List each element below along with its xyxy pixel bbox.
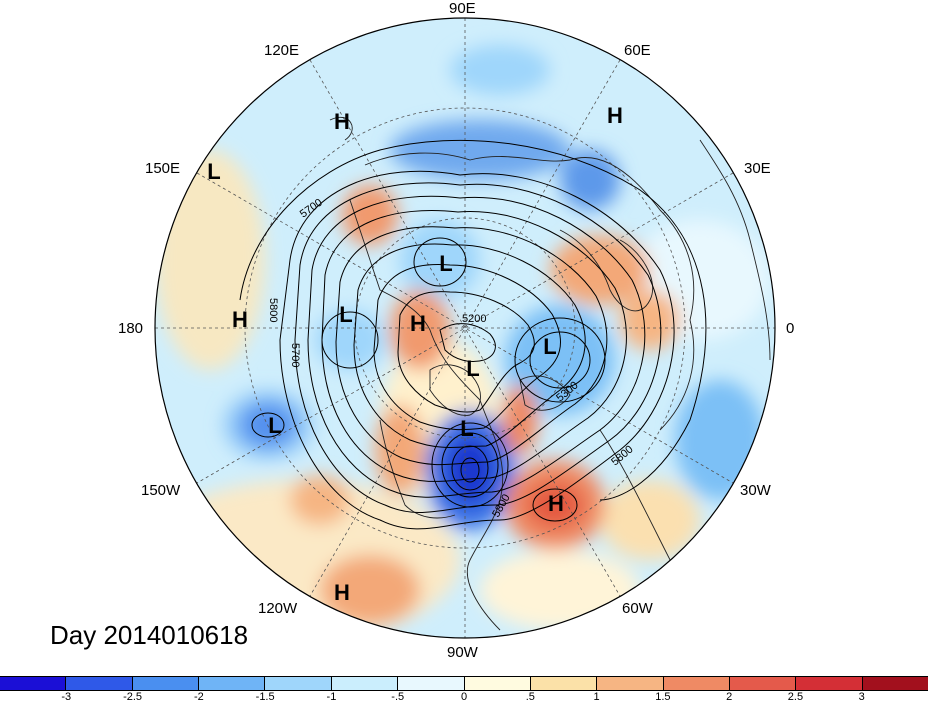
colorbar-swatch (663, 677, 730, 690)
contour-label: 5700 (289, 343, 301, 367)
colorbar-swatch (199, 677, 266, 690)
pressure-center: H (410, 311, 426, 336)
longitude-label: 0 (786, 320, 795, 337)
pressure-center: L (543, 334, 556, 359)
colorbar-tick-label: -.5 (391, 691, 405, 703)
longitude-label: 30E (744, 160, 771, 177)
colorbar-swatches (0, 676, 928, 691)
pressure-center: L (268, 413, 281, 438)
colorbar: -3 -2.5 -2 -1.5 -1 -.5 0 .5 1 1.5 2 2.5 3 (0, 676, 928, 703)
colorbar-swatch (0, 677, 67, 690)
pressure-center: H (607, 103, 623, 128)
colorbar-swatch (729, 677, 797, 690)
colorbar-swatch (796, 677, 863, 690)
longitude-label: 180 (118, 320, 144, 337)
colorbar-tick-label: -1.5 (255, 691, 275, 703)
colorbar-tick-label: 1 (593, 691, 600, 703)
colorbar-tick-label: 3 (858, 691, 865, 703)
colorbar-swatch (464, 677, 531, 690)
colorbar-tick-label: -2 (193, 691, 204, 703)
longitude-label: 30W (740, 482, 771, 499)
colorbar-tick-label: .5 (525, 691, 535, 703)
longitude-label: 120E (264, 42, 300, 59)
colorbar-swatch (597, 677, 664, 690)
colorbar-tick-label: 2.5 (787, 691, 804, 703)
longitude-label: 90E (449, 0, 476, 17)
coastlines (329, 117, 771, 638)
colorbar-swatch (398, 677, 465, 690)
colorbar-swatch (530, 677, 598, 690)
longitude-label: 150E (145, 160, 181, 177)
colorbar-swatch (132, 677, 200, 690)
longitude-label: 60E (624, 42, 651, 59)
colorbar-swatch (66, 677, 133, 690)
map-boundary (154, 17, 776, 639)
colorbar-tick-label: 1.5 (655, 691, 671, 703)
colorbar-tick-label: -3 (61, 691, 72, 703)
contour-label: 5200 (462, 313, 486, 325)
pressure-center: H (232, 307, 248, 332)
pressure-center: L (439, 251, 452, 276)
longitude-label: 150W (141, 482, 181, 499)
pressure-center: L (207, 159, 220, 184)
pressure-centers: H H L L L H L H L L L H H (207, 103, 623, 605)
pressure-center: L (339, 302, 352, 327)
longitude-label: 90W (447, 644, 478, 661)
colorbar-tick-label: -2.5 (123, 691, 143, 703)
colorbar-tick-label: 0 (460, 691, 468, 703)
graticule (155, 18, 775, 638)
pressure-center: L (466, 356, 479, 381)
colorbar-tick-label: 2 (726, 691, 733, 703)
pressure-center: H (334, 580, 350, 605)
contour-label: 5800 (267, 298, 279, 322)
pressure-center: H (334, 109, 350, 134)
map-title: Day 2014010618 (50, 620, 249, 650)
colorbar-swatch (331, 677, 399, 690)
longitude-label: 60W (622, 600, 653, 617)
height-contours (239, 139, 707, 530)
pressure-center: H (548, 491, 564, 516)
longitude-label: 120W (258, 600, 298, 617)
colorbar-swatch (265, 677, 332, 690)
pressure-center: L (460, 416, 473, 441)
colorbar-tick-label: -1 (326, 691, 337, 703)
colorbar-swatch (862, 677, 928, 690)
